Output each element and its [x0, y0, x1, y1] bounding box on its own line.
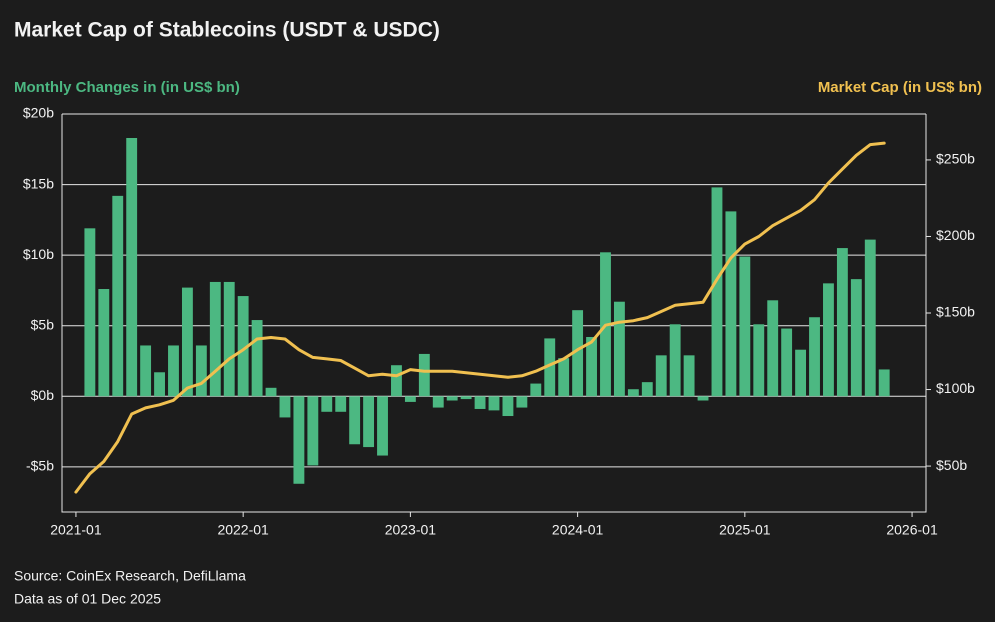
bar [781, 328, 793, 397]
chart-title: Market Cap of Stablecoins (USDT & USDC) [14, 19, 440, 42]
bar [279, 396, 291, 418]
x-tick-label: 2025-01 [719, 522, 771, 538]
bar [349, 396, 361, 445]
bar [544, 338, 556, 397]
y2-tick-label: $50b [936, 457, 967, 473]
bar [627, 389, 639, 397]
x-tick-label: 2024-01 [552, 522, 604, 538]
y-tick-label: $0b [31, 387, 55, 403]
bar [335, 396, 347, 412]
bar [474, 396, 486, 409]
y-tick-label: $15b [23, 175, 54, 191]
bar [613, 301, 625, 397]
bar [293, 396, 305, 484]
bar [502, 396, 514, 417]
bar [418, 353, 430, 397]
bar [655, 355, 667, 397]
bar [223, 281, 235, 397]
bar [572, 310, 584, 397]
y2-tick-label: $250b [936, 151, 975, 167]
bar [209, 281, 221, 397]
bar [391, 365, 402, 397]
bar [558, 358, 570, 397]
y-axis-label: Monthly Changes in (in US$ bn) [14, 79, 240, 96]
bar [864, 239, 876, 397]
bar [98, 289, 110, 397]
bar [516, 396, 528, 408]
bar [168, 345, 179, 397]
y-tick-label: -$5b [26, 458, 54, 474]
bar [739, 256, 751, 397]
bar [84, 228, 96, 397]
bar [836, 248, 848, 397]
bar [586, 336, 597, 397]
bar [265, 387, 277, 397]
bar [321, 396, 333, 412]
bar [126, 137, 138, 397]
source: Source: CoinEx Research, DefiLlama [14, 568, 246, 584]
x-tick-label: 2022-01 [217, 522, 269, 538]
y-tick-label: $5b [31, 316, 55, 332]
bar [181, 287, 193, 397]
bar [795, 349, 807, 397]
bar [140, 345, 152, 397]
bar [112, 195, 124, 397]
bar [446, 396, 458, 401]
bar [725, 211, 737, 397]
bar [850, 279, 862, 397]
bar [711, 187, 723, 397]
x-tick-label: 2023-01 [385, 522, 437, 538]
bar [878, 369, 890, 397]
bar [363, 396, 375, 448]
bar [683, 355, 695, 397]
bar [809, 317, 820, 397]
x-tick-label: 2026-01 [886, 522, 938, 538]
line [74, 141, 886, 494]
y2-axis-label: Market Cap (in US$ bn) [818, 79, 982, 96]
bar [377, 396, 388, 456]
bar [251, 320, 263, 397]
bar [307, 396, 319, 466]
bar [697, 396, 709, 401]
bar [460, 396, 472, 400]
bar [154, 372, 165, 397]
bar [488, 396, 500, 411]
bar [767, 300, 779, 397]
bar [432, 396, 444, 408]
plot-frame [61, 114, 927, 513]
x-tick-label: 2021-01 [50, 522, 102, 538]
y2-tick-label: $150b [936, 304, 975, 320]
y-tick-label: $10b [23, 246, 54, 262]
y2-tick-label: $100b [936, 380, 975, 396]
bar [669, 324, 681, 397]
bar [404, 396, 416, 402]
bar [823, 283, 834, 397]
bar [530, 383, 542, 397]
bar [753, 324, 765, 397]
bar [195, 345, 207, 397]
note: Data as of 01 Dec 2025 [14, 591, 161, 607]
y2-tick-label: $200b [936, 227, 975, 243]
bar [641, 382, 653, 397]
bar [237, 296, 249, 397]
y-tick-label: $20b [23, 105, 54, 121]
